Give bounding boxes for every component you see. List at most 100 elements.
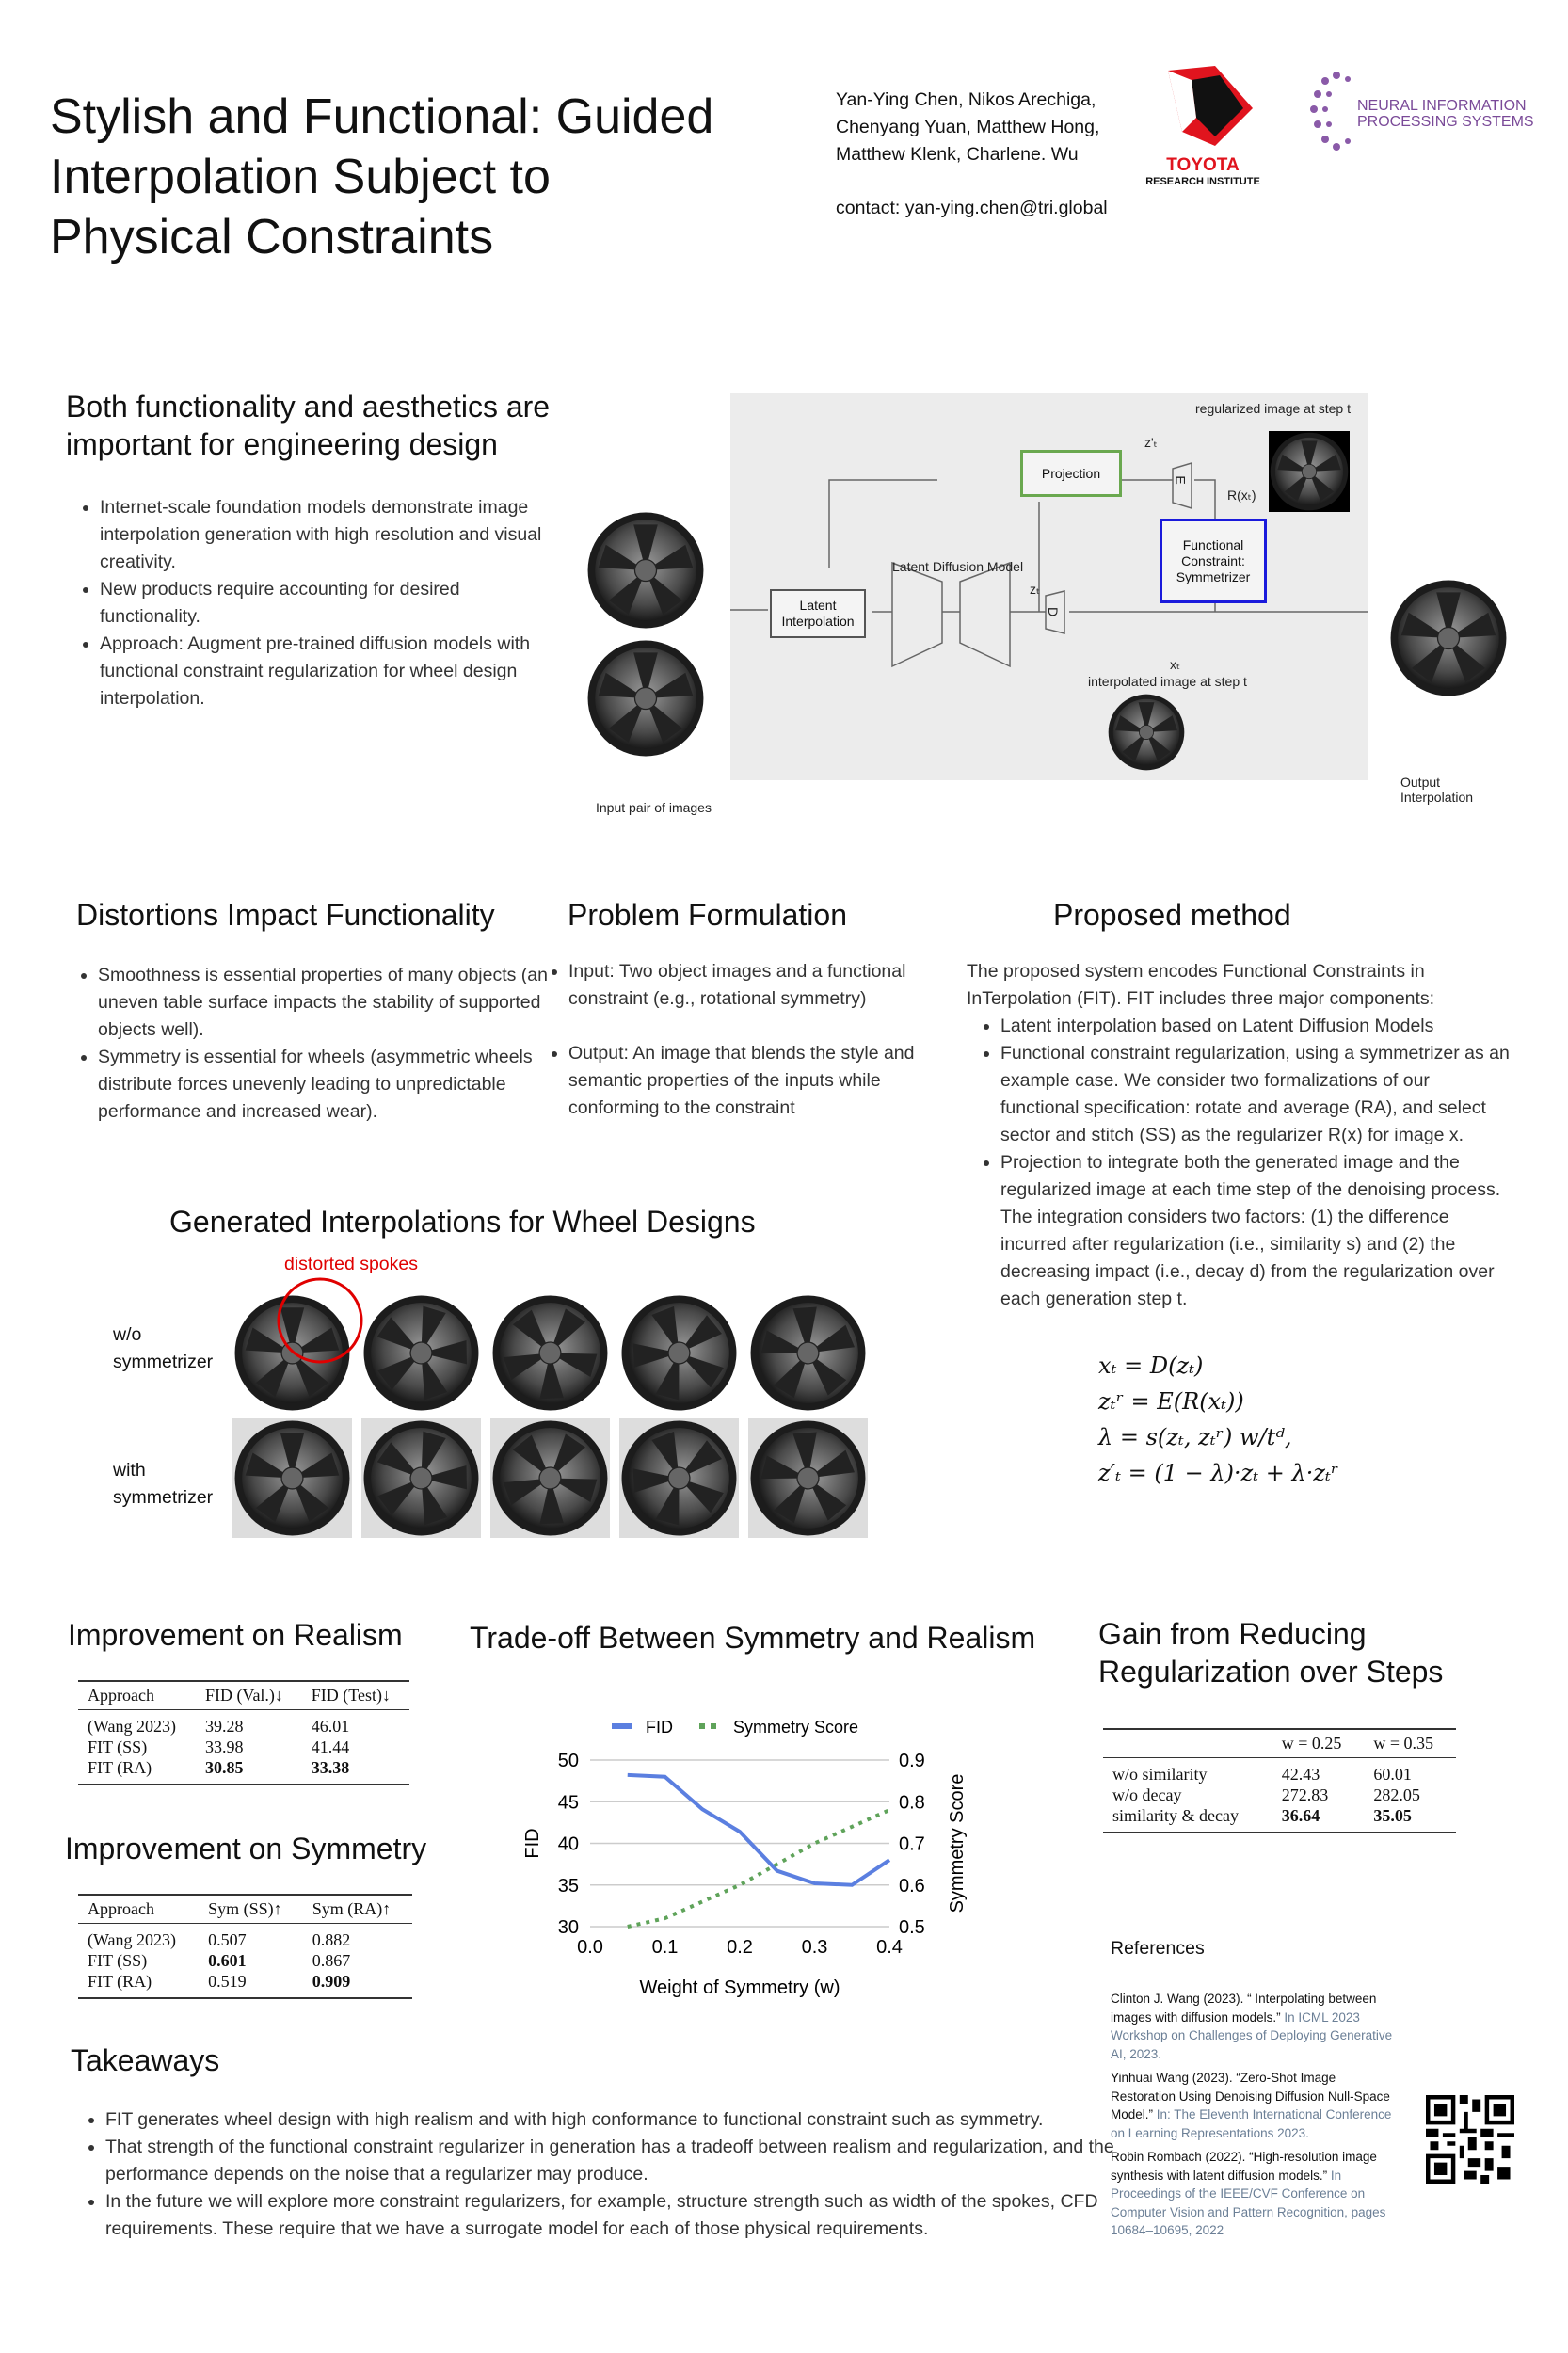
row-label: w/o symmetrizer (113, 1324, 214, 1372)
wheel-without-symmetrizer (748, 1293, 868, 1413)
tradeoff-chart: 30 35 40 45 50 0.5 0.6 0.7 0.8 0.9 0.0 0.1 0.2 0.3 0.4… (522, 1718, 968, 1998)
table-header: w = 0.25 w = 0.35 (1103, 1729, 1456, 1758)
y2-tick-label: 0.8 (899, 1792, 925, 1813)
annotation-circle (277, 1277, 363, 1364)
neurips-dots-icon (1310, 72, 1351, 151)
latent-interpolation-box: Latent Interpolation (770, 589, 866, 638)
references-heading: References (1111, 1938, 1205, 1959)
series-line-symmetry-score (627, 1808, 890, 1929)
symmetry-table: Approach Sym (SS)↑ Sym (RA)↑ (Wang 2023) 0.5… (78, 1894, 412, 1999)
bullet: That strength of the functional constrai… (105, 2134, 1131, 2188)
author-list: Yan-Ying Chen, Nikos Arechiga, Chenyang … (836, 87, 1108, 222)
projection-box: Projection (1020, 450, 1122, 497)
reference-list: Clinton J. Wang (2023). “ Interpolating … (1111, 1990, 1402, 2246)
gain-heading: Gain from Reducing Regularization over S… (1098, 1617, 1444, 1689)
wheel-with-symmetrizer (232, 1418, 352, 1538)
legend-label: Symmetry Score (733, 1718, 858, 1737)
table-row: FIT (RA) 30.85 33.38 (88, 1758, 350, 1777)
table-row: (Wang 2023) 39.28 46.01 (88, 1717, 350, 1736)
x-tick-label: 0.4 (876, 1937, 903, 1958)
bullet: Latent interpolation based on Latent Dif… (1000, 1013, 1512, 1040)
y-tick-label: 35 (558, 1876, 579, 1897)
bullet: Output: An image that blends the style a… (568, 1040, 936, 1122)
x-axis-label: Weight of Symmetry (w) (640, 1977, 840, 1998)
bullet: Smoothness is essential properties of ma… (98, 962, 550, 1044)
y-tick-label: 30 (558, 1917, 579, 1938)
generated-heading: Generated Interpolations for Wheel Desig… (169, 1205, 756, 1239)
functional-constraint-box: Functional Constraint: Symmetrizer (1160, 519, 1267, 603)
table-row: FIT (RA) 0.519 0.909 (88, 1972, 351, 1991)
authors-line: Yan-Ying Chen, Nikos Arechiga, (836, 89, 1096, 110)
tradeoff-heading: Trade-off Between Symmetry and Realism (470, 1621, 1036, 1655)
y2-tick-label: 0.6 (899, 1876, 925, 1897)
input-wheel-image (585, 638, 706, 759)
wheel-with-symmetrizer (748, 1418, 868, 1538)
neurips-logo: NEURAL INFORMATION PROCESSING SYSTEMS (1308, 66, 1544, 169)
interpolated-wheel-image (1107, 693, 1186, 772)
table-header: Approach Sym (SS)↑ Sym (RA)↑ (78, 1895, 412, 1924)
equations: xₜ = D(zₜ) zₜʳ = E(R(xₜ)) λ = s(zₜ, zₜʳ)… (1098, 1353, 1339, 1486)
table-row: FIT (SS) 33.98 41.44 (88, 1737, 350, 1756)
bullet: Symmetry is essential for wheels (asymme… (98, 1044, 550, 1126)
realism-heading: Improvement on Realism (68, 1618, 403, 1652)
reference-item: Robin Rombach (2022). “High-resolution i… (1111, 2150, 1386, 2237)
bullet: Functional constraint regularization, us… (1000, 1040, 1512, 1149)
diagram-arrows (730, 461, 1368, 668)
bullet: New products require accounting for desi… (100, 576, 542, 631)
input-wheel-image (585, 510, 706, 631)
wheel-without-symmetrizer (619, 1293, 739, 1413)
regularized-wheel-image (1269, 431, 1350, 512)
bullet: Internet-scale foundation models demonst… (100, 494, 542, 576)
bullet: Input: Two object images and a functiona… (568, 958, 936, 1013)
distortions-heading: Distortions Impact Functionality (76, 898, 495, 932)
series-line-fid (627, 1772, 891, 1887)
intro-heading: Both functionality and aesthetics are im… (66, 390, 551, 461)
problem-heading: Problem Formulation (568, 898, 847, 932)
table-row: FIT (SS) 0.601 0.867 (88, 1951, 351, 1970)
y-tick-label: 50 (558, 1751, 579, 1771)
y2-axis-label: Symmetry Score (947, 1774, 968, 1913)
symmetry-heading: Improvement on Symmetry (65, 1832, 427, 1865)
toyota-hex-icon (1168, 66, 1253, 146)
reference-item: Clinton J. Wang (2023). “ Interpolating … (1111, 1992, 1393, 2061)
intro-bullets: Internet-scale foundation models demonst… (68, 494, 542, 712)
wheel-without-symmetrizer (361, 1293, 481, 1413)
table-row: w/o similarity 42.43 60.01 (1112, 1765, 1412, 1784)
row-label: with symmetrizer (113, 1460, 214, 1508)
wheel-with-symmetrizer (361, 1418, 481, 1538)
x-tick-label: 0.1 (652, 1937, 679, 1958)
table-row: similarity & decay 36.64 35.05 (1112, 1806, 1412, 1825)
wheel-without-symmetrizer (490, 1293, 610, 1413)
method-heading: Proposed method (1053, 898, 1291, 932)
toyota-logo: TOYOTA RESEARCH INSTITUTE (1132, 66, 1283, 187)
authors-line: Chenyang Yuan, Matthew Hong, (836, 117, 1100, 137)
table-row: (Wang 2023) 0.507 0.882 (88, 1930, 351, 1949)
y2-tick-label: 0.5 (899, 1917, 925, 1938)
method-diagram: regularized image at step t Projection z… (730, 393, 1368, 780)
output-wheel-image (1388, 578, 1509, 698)
table-row: w/o decay 272.83 282.05 (1112, 1785, 1420, 1804)
reference-item: Yinhuai Wang (2023). “Zero-Shot Image Re… (1111, 2071, 1392, 2140)
gain-table: w = 0.25 w = 0.35 w/o similarity 42.43 60.01… (1103, 1728, 1456, 1833)
bullet: Approach: Augment pre-trained diffusion … (100, 631, 542, 712)
x-tick-label: 0.0 (577, 1937, 603, 1958)
method-intro: The proposed system encodes Functional C… (967, 961, 1435, 1009)
poster-title: Stylish and Functional: Guided Interpola… (50, 89, 714, 264)
bullet: Projection to integrate both the generat… (1000, 1149, 1512, 1313)
takeaways-heading: Takeaways (71, 2043, 220, 2077)
x-tick-label: 0.3 (802, 1937, 828, 1958)
y-tick-label: 40 (558, 1834, 579, 1855)
wheel-with-symmetrizer (490, 1418, 610, 1538)
x-tick-label: 0.2 (727, 1937, 753, 1958)
realism-table: Approach FID (Val.)↓ FID (Test)↓ (Wang 2023… (78, 1680, 409, 1785)
bullet: In the future we will explore more const… (105, 2188, 1131, 2243)
contact-email: contact: yan-ying.chen@tri.global (836, 198, 1108, 218)
qr-code-icon[interactable] (1426, 2095, 1514, 2184)
y-tick-label: 45 (558, 1792, 579, 1813)
y2-tick-label: 0.9 (899, 1751, 925, 1771)
y2-tick-label: 0.7 (899, 1834, 925, 1855)
bullet: FIT generates wheel design with high rea… (105, 2106, 1131, 2134)
y-axis-label: FID (522, 1828, 543, 1858)
legend-label: FID (646, 1718, 673, 1737)
